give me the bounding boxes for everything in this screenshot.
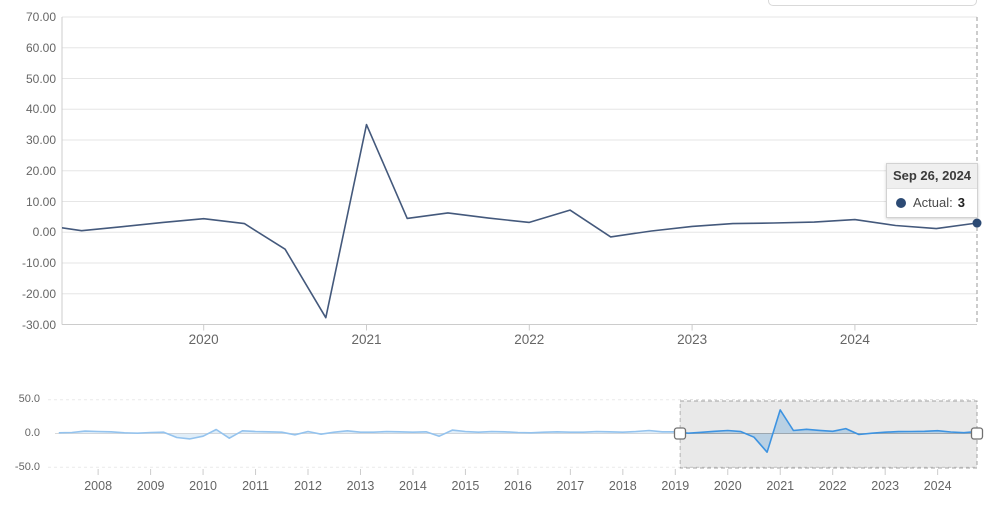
navigator-right-handle[interactable] <box>970 427 984 440</box>
range-selector-button-cropped[interactable] <box>768 0 977 6</box>
navigator-unselected-mask[interactable] <box>48 397 680 472</box>
navigator-left-handle[interactable] <box>673 427 687 440</box>
last-point-marker[interactable] <box>972 218 982 228</box>
tooltip-body: Actual: 3 <box>887 189 977 217</box>
tooltip-value: 3 <box>957 195 965 210</box>
tooltip-date: Sep 26, 2024 <box>887 164 977 189</box>
actual-series-line[interactable] <box>41 123 978 319</box>
main-chart <box>41 16 982 331</box>
series-marker-icon <box>896 197 906 208</box>
tooltip-series-label: Actual: <box>913 195 953 210</box>
tooltip: Sep 26, 2024 Actual: 3 <box>886 163 978 218</box>
navigator <box>48 397 984 475</box>
navigator-series-line <box>58 409 978 453</box>
navigator-selected-range[interactable] <box>679 400 978 469</box>
